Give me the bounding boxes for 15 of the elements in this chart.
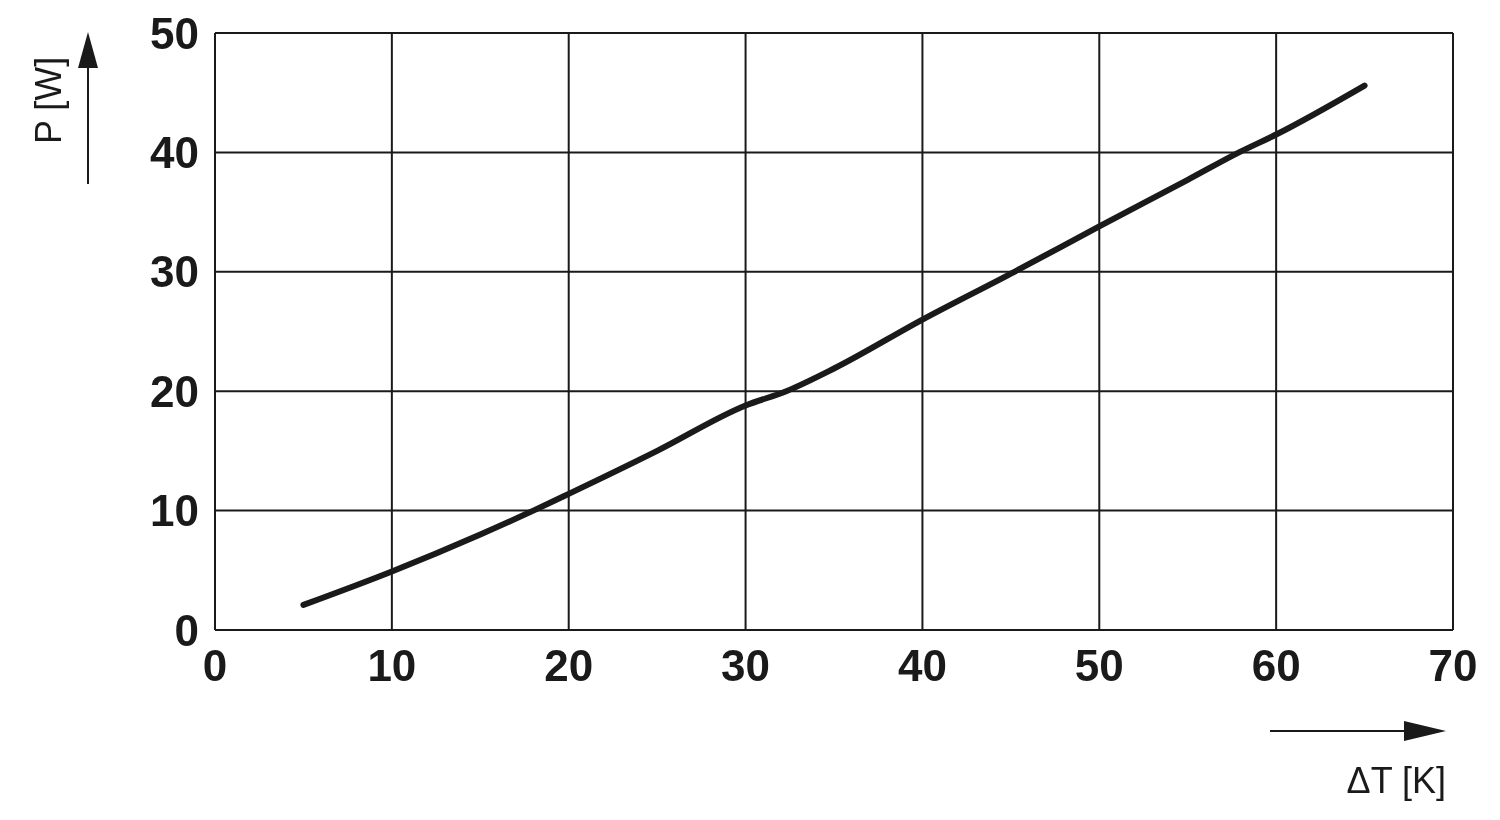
y-tick-label: 10	[150, 486, 199, 536]
x-tick-label: 10	[367, 641, 417, 691]
x-tick-label: 40	[897, 641, 947, 691]
y-tick-label: 30	[150, 247, 199, 297]
y-axis-title: P [W]	[28, 56, 70, 144]
y-tick-label: 20	[150, 366, 199, 416]
y-tick-label: 40	[150, 128, 199, 178]
x-tick-label: 20	[544, 641, 594, 691]
x-tick-label: 70	[1428, 641, 1478, 691]
y-tick-label: 50	[150, 8, 199, 58]
x-axis-title: ΔT [K]	[1346, 760, 1446, 802]
x-tick-label: 60	[1251, 641, 1301, 691]
y-tick-label: 0	[174, 605, 199, 655]
x-tick-label: 50	[1074, 641, 1124, 691]
x-tick-label: 30	[721, 641, 771, 691]
